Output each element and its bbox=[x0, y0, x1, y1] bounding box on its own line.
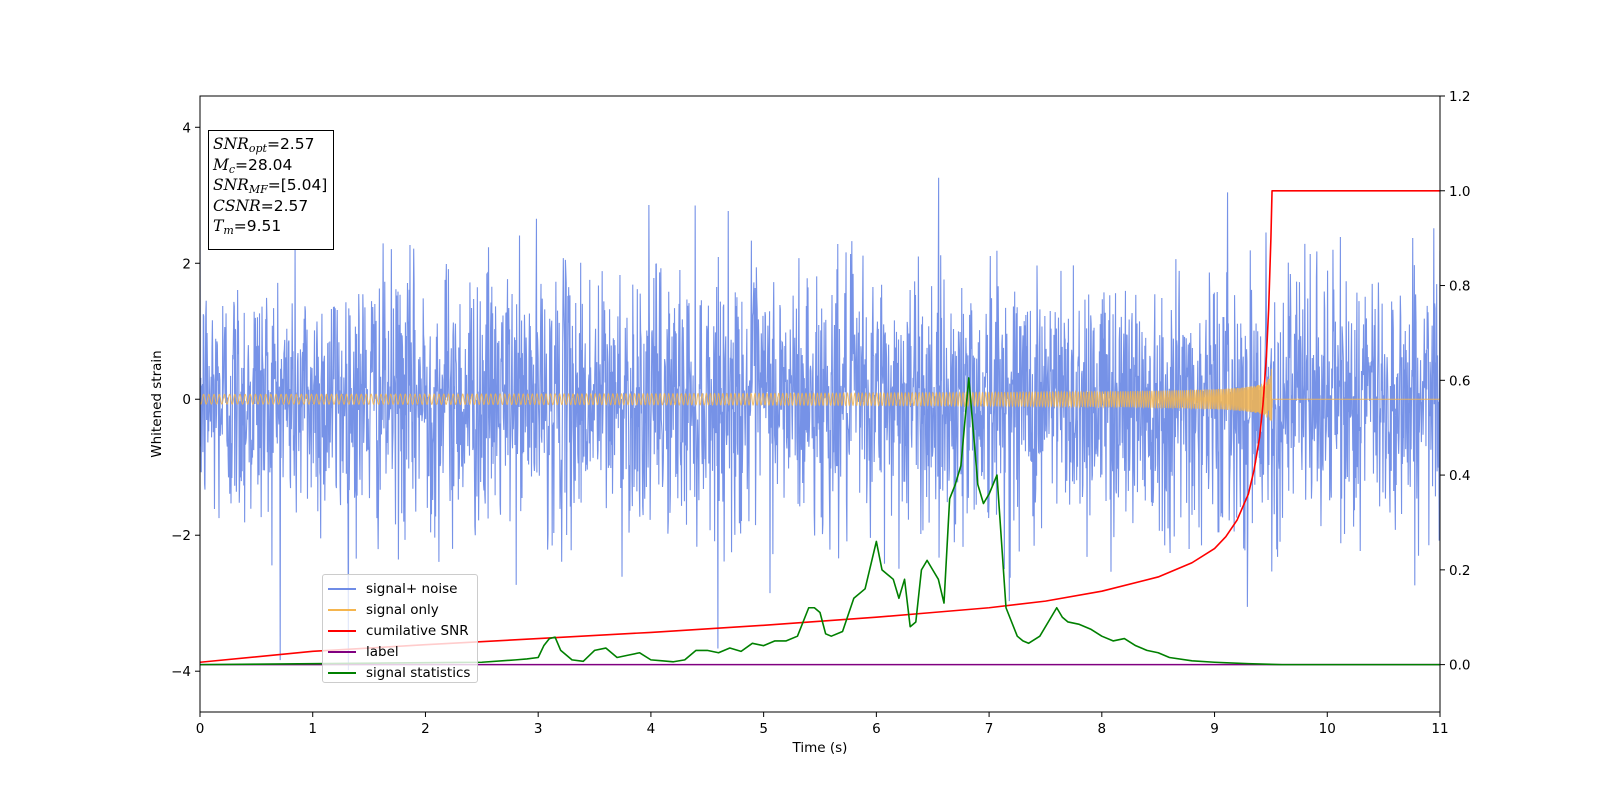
legend-swatch-signal-noise bbox=[328, 587, 356, 590]
legend-label-signal-noise: signal+ noise bbox=[366, 580, 458, 597]
stat-csnr: CSNR=2.57 bbox=[213, 196, 309, 215]
stat-snr-mf: SNRMF=[5.04] bbox=[213, 176, 328, 196]
x-axis-title: Time (s) bbox=[792, 740, 848, 756]
axes-layer: 0 1 2 3 4 5 6 7 8 9 10 11 −4 −2 0 2 4 0.0 0.2 0.4 0.6 0.8 1.0 1… bbox=[171, 89, 1470, 737]
legend-item-cumulative-snr: cumilative SNR bbox=[328, 620, 477, 641]
stat-tm: Tm=9.51 bbox=[213, 217, 282, 237]
legend-label-label: label bbox=[366, 643, 399, 660]
legend-swatch-signal-only bbox=[328, 608, 356, 611]
x-tick-label: 3 bbox=[534, 721, 543, 737]
y-right-tick-label: 1.2 bbox=[1449, 89, 1470, 105]
y-left-tick-label: −4 bbox=[171, 664, 191, 680]
series-signal-statistics bbox=[200, 377, 1440, 666]
x-tick-label: 0 bbox=[196, 721, 205, 737]
y-left-tick-label: −2 bbox=[171, 528, 191, 544]
y-right-tick-label: 0.4 bbox=[1449, 468, 1470, 484]
x-tick-label: 1 bbox=[308, 721, 317, 737]
y-right-tick-label: 0.6 bbox=[1449, 373, 1470, 389]
series-signal-noise bbox=[200, 177, 1440, 671]
plot-frame bbox=[199, 95, 1441, 713]
legend-label-signal-only: signal only bbox=[366, 601, 439, 618]
x-tick-label: 8 bbox=[1098, 721, 1107, 737]
legend: signal+ noise signal only cumilative SNR… bbox=[322, 574, 478, 683]
x-tick-label: 2 bbox=[421, 721, 430, 737]
stat-snr-opt: SNRopt=2.57 bbox=[213, 135, 315, 155]
x-tick-label: 10 bbox=[1319, 721, 1336, 737]
x-tick-label: 6 bbox=[872, 721, 881, 737]
x-tick-label: 4 bbox=[647, 721, 656, 737]
y-left-tick-label: 2 bbox=[182, 256, 191, 272]
legend-item-signal-noise: signal+ noise bbox=[328, 578, 477, 599]
legend-label-cumulative-snr: cumilative SNR bbox=[366, 622, 469, 639]
y-right-tick-label: 0.8 bbox=[1449, 279, 1470, 295]
series-cumulative-snr bbox=[200, 189, 1440, 664]
x-tick-label: 7 bbox=[985, 721, 994, 737]
stat-mc: Mc=28.04 bbox=[213, 155, 293, 176]
y-axis-title: Whitened strain bbox=[149, 350, 165, 457]
stats-annotation-box: SNRopt=2.57 Mc=28.04 SNRMF=[5.04] CSNR=2… bbox=[208, 130, 334, 250]
y-right-tick-label: 1.0 bbox=[1449, 184, 1470, 200]
legend-item-label: label bbox=[328, 641, 477, 662]
y-right-tick-label: 0.2 bbox=[1449, 563, 1470, 579]
y-right-tick-label: 0.0 bbox=[1449, 658, 1470, 674]
x-tick-label: 9 bbox=[1210, 721, 1219, 737]
legend-item-signal-only: signal only bbox=[328, 599, 477, 620]
legend-item-signal-statistics: signal statistics bbox=[328, 662, 477, 683]
legend-swatch-signal-statistics bbox=[328, 671, 356, 674]
legend-swatch-cumulative-snr bbox=[328, 629, 356, 632]
legend-label-signal-statistics: signal statistics bbox=[366, 664, 471, 681]
series-signal-only bbox=[200, 368, 1440, 422]
y-left-tick-label: 4 bbox=[182, 120, 191, 136]
y-left-tick-label: 0 bbox=[182, 392, 191, 408]
x-tick-label: 5 bbox=[759, 721, 768, 737]
legend-swatch-label bbox=[328, 650, 356, 653]
x-tick-label: 11 bbox=[1431, 721, 1448, 737]
